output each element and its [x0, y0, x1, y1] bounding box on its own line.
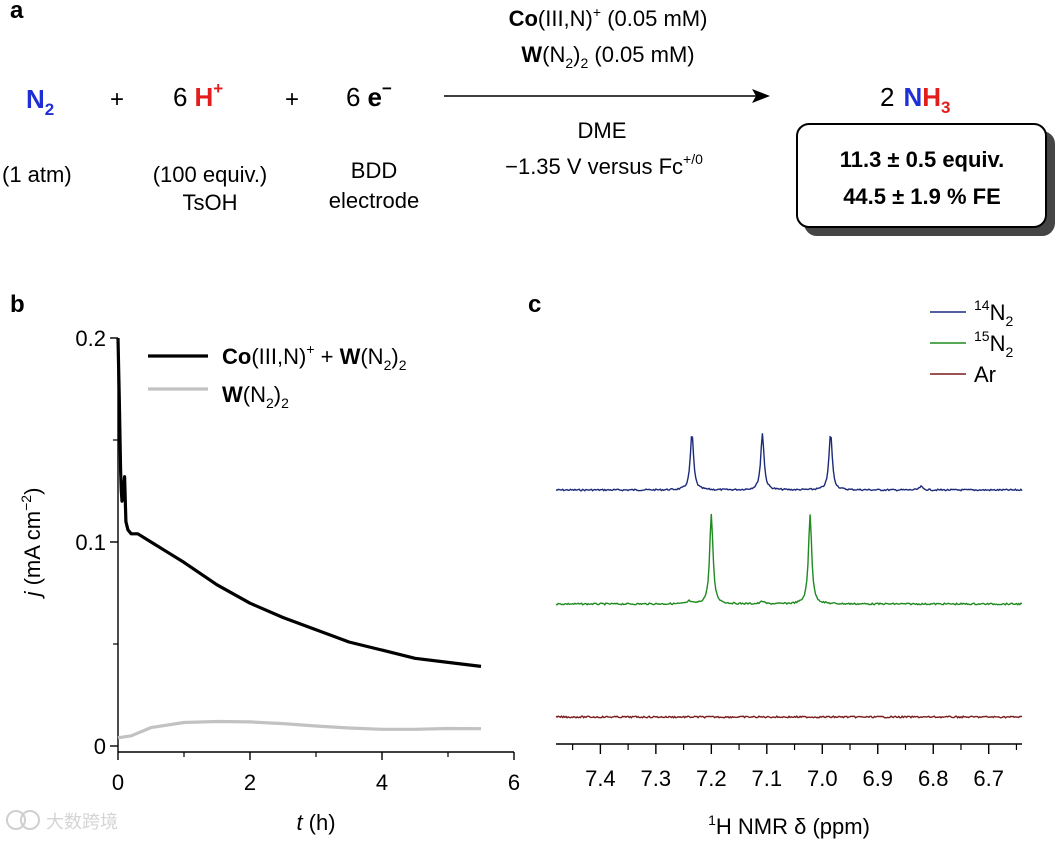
n2-symbol: N2 — [26, 84, 54, 119]
legend-label: 14N2 — [974, 297, 1013, 329]
legend-label: 15N2 — [974, 328, 1013, 360]
n2-note: (1 atm) — [2, 162, 72, 187]
product-nh3: 2 NH3 — [880, 82, 951, 117]
y-tick-label: 0 — [94, 734, 106, 759]
series-line-w-only — [117, 719, 482, 740]
solvent-label: DME — [578, 118, 627, 143]
x-tick-label: 0 — [112, 770, 124, 795]
x-axis-label: t (h) — [296, 810, 335, 835]
result-box — [796, 123, 1047, 228]
legend-b: Co(III,N)+ + W(N2)2 W(N2)2 — [148, 341, 407, 411]
legend-label: W(N2)2 — [222, 382, 289, 411]
n2-sub: 2 — [45, 100, 54, 119]
potential-label: −1.35 V versus Fc+/0 — [505, 151, 703, 179]
x-tick-label: 6.8 — [918, 766, 949, 791]
electron-note-1: BDD — [351, 158, 397, 183]
x-axis-label: 1H NMR δ (ppm) — [708, 812, 870, 839]
reaction-arrow — [444, 89, 770, 103]
y-tick-label: 0.1 — [75, 530, 106, 555]
panel-label-b: b — [10, 291, 25, 318]
trace-15n2 — [555, 513, 1023, 606]
x-tick-label: 7.1 — [752, 766, 783, 791]
x-tick-label: 7.4 — [585, 766, 616, 791]
x-tick-label: 6.7 — [973, 766, 1004, 791]
series-line-co-w — [116, 337, 482, 668]
result-fe: 44.5 ± 1.9 % FE — [843, 184, 1001, 209]
watermark-logo-icon — [6, 810, 26, 830]
proton-term: 6 H+ — [173, 79, 223, 112]
x-tick-label: 7.2 — [696, 766, 727, 791]
proton-coef: 6 — [173, 82, 187, 112]
product-sub: 3 — [941, 98, 950, 117]
reactant-n2: N2 — [26, 84, 54, 119]
x-tick-label: 6 — [508, 770, 520, 795]
x-tick-label: 4 — [376, 770, 388, 795]
y-axis-label: j (mA cm−2) — [18, 488, 45, 600]
electron-note-2: electrode — [329, 188, 420, 213]
result-equiv: 11.3 ± 0.5 equiv. — [840, 147, 1005, 172]
plus-sign-1: + — [110, 86, 124, 113]
watermark-text: 大数跨境 — [46, 812, 118, 833]
product-coef: 2 — [880, 82, 894, 112]
x-tick-label: 7.0 — [807, 766, 838, 791]
electron-symbol: e — [367, 82, 381, 112]
legend-label: Ar — [974, 362, 996, 387]
legend-label: Co(III,N)+ + W(N2)2 — [222, 341, 407, 373]
x-tick-label: 6.9 — [862, 766, 893, 791]
n2-n: N — [26, 84, 45, 114]
chart-b-current-density: 0 0.1 0.2 0 2 4 6 t (h) j (mA cm−2) Co(III,N)+ + … — [18, 326, 520, 835]
panel-label-a: a — [10, 0, 24, 24]
proton-symbol: H — [194, 82, 213, 112]
x-tick-label: 2 — [244, 770, 256, 795]
plus-sign-2: + — [285, 86, 299, 113]
product-h: H — [922, 82, 941, 112]
proton-note-1: (100 equiv.) — [153, 162, 268, 187]
catalyst-co-line: Co(III,N)+ (0.05 mM) — [509, 4, 708, 31]
proton-charge: + — [213, 79, 223, 98]
watermark: 大数跨境 — [2, 806, 152, 838]
watermark-logo-icon-2 — [20, 810, 40, 830]
electron-charge: − — [382, 79, 392, 98]
electron-term: 6 e− — [346, 79, 392, 112]
proton-note-2: TsOH — [183, 190, 238, 215]
chart-c-nmr: 7.4 7.3 7.2 7.1 7.0 6.9 6.8 6.7 1H NMR δ (ppm) 14… — [555, 297, 1023, 839]
catalyst-w-line: W(N2)2 (0.05 mM) — [521, 42, 694, 71]
watermark-graphic: 大数跨境 — [6, 810, 118, 833]
electron-coef: 6 — [346, 82, 360, 112]
product-n: N — [903, 82, 922, 112]
trace-14n2 — [555, 433, 1023, 492]
x-tick-label: 7.3 — [641, 766, 672, 791]
trace-ar — [555, 715, 1023, 719]
y-tick-label: 0.2 — [75, 326, 106, 351]
panel-label-c: c — [528, 291, 541, 318]
